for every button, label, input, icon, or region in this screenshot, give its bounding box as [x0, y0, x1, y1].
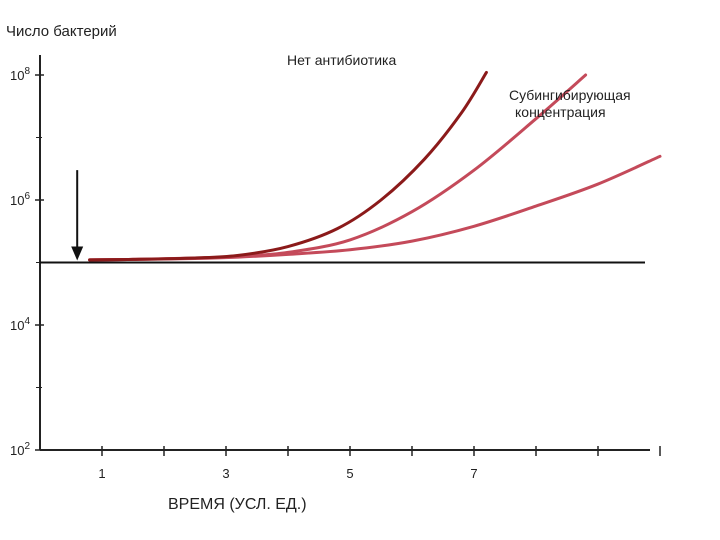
series-label-subinhibitory-2: концентрация: [515, 104, 606, 120]
series-line-3: [88, 154, 662, 262]
series-lines: [88, 70, 662, 262]
x-tick-label: 7: [470, 466, 477, 481]
x-tick-label: 3: [222, 466, 229, 481]
axes: [39, 55, 650, 451]
y-tick-label: 106: [10, 191, 30, 208]
y-tick-label: 102: [10, 441, 30, 458]
x-axis-label: ВРЕМЯ (УСЛ. ЕД.): [168, 496, 307, 513]
arrow-head: [71, 246, 84, 261]
series-line-1: [88, 70, 488, 262]
x-ticks: 1 3 5 7: [98, 446, 661, 481]
x-tick-label: 1: [98, 466, 105, 481]
series-label-no-antibiotic: Нет антибиотика: [287, 52, 396, 68]
y-axis-label: Число бактерий: [6, 23, 117, 40]
series-label-subinhibitory-1: Субингибирующая: [509, 87, 631, 103]
y-tick-label: 108: [10, 66, 30, 83]
x-tick-label: 5: [346, 466, 353, 481]
y-ticks: 108 106 104 102: [10, 66, 44, 458]
y-tick-label: 104: [10, 316, 30, 333]
arrow: [71, 170, 84, 261]
